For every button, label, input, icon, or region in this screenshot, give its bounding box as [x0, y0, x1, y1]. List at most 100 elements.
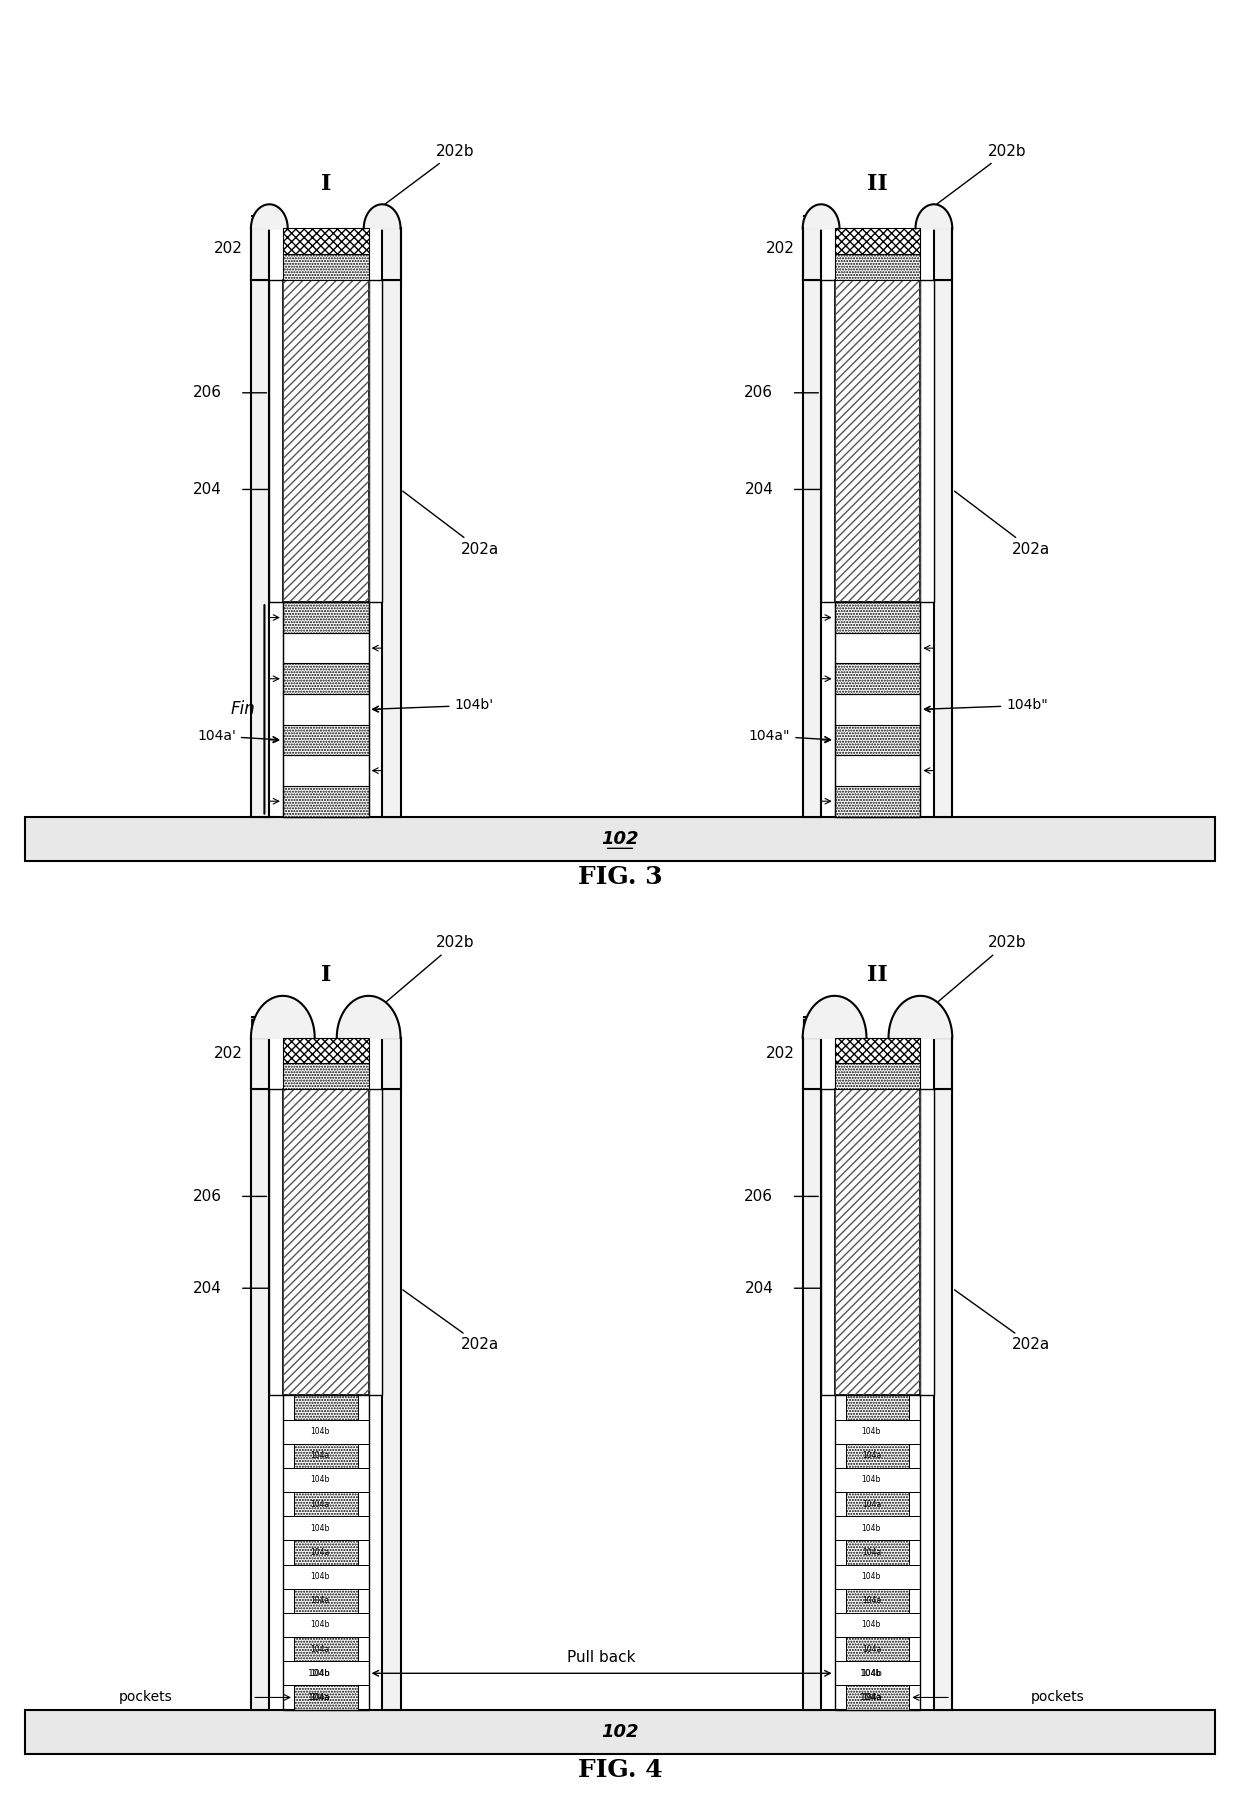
- Bar: [835, 663, 920, 694]
- Text: 104b: 104b: [862, 1524, 882, 1533]
- Bar: [835, 724, 920, 755]
- Bar: [283, 1090, 368, 1395]
- Bar: [294, 1443, 357, 1468]
- Text: pockets: pockets: [1030, 1691, 1085, 1705]
- Bar: [283, 1038, 368, 1063]
- Bar: [835, 785, 920, 816]
- Bar: [283, 1660, 368, 1685]
- Bar: [283, 255, 368, 280]
- Bar: [283, 1468, 368, 1492]
- Text: 104a": 104a": [749, 730, 831, 742]
- Bar: [283, 1565, 368, 1589]
- Text: 206: 206: [744, 1189, 774, 1203]
- Bar: [283, 228, 368, 255]
- Bar: [283, 785, 368, 816]
- Bar: [802, 228, 821, 280]
- Bar: [283, 755, 368, 785]
- Bar: [283, 1565, 368, 1589]
- Bar: [934, 228, 952, 280]
- Text: I: I: [321, 172, 331, 195]
- Text: 104a: 104a: [310, 1596, 330, 1605]
- Text: II: II: [867, 965, 888, 986]
- Bar: [283, 694, 368, 724]
- Bar: [835, 755, 920, 785]
- Bar: [835, 1038, 920, 1063]
- Bar: [920, 280, 934, 602]
- Text: 104a: 104a: [861, 1693, 883, 1702]
- Bar: [283, 1420, 368, 1443]
- Bar: [846, 1443, 909, 1468]
- Bar: [294, 1637, 357, 1660]
- Bar: [846, 1395, 909, 1420]
- Text: 104a: 104a: [310, 1451, 330, 1460]
- Bar: [835, 785, 920, 816]
- Bar: [821, 280, 835, 602]
- Text: 104b": 104b": [925, 697, 1048, 712]
- Bar: [269, 1090, 283, 1395]
- Bar: [835, 255, 920, 280]
- Text: 104a: 104a: [310, 1693, 330, 1702]
- Bar: [835, 1660, 920, 1685]
- Text: 104b: 104b: [310, 1427, 330, 1436]
- Bar: [835, 694, 920, 724]
- Bar: [283, 1517, 368, 1540]
- Bar: [835, 602, 920, 633]
- Text: 202a: 202a: [955, 1289, 1050, 1352]
- Text: 202b: 202b: [371, 936, 475, 1015]
- Bar: [250, 280, 269, 816]
- Bar: [835, 1517, 920, 1540]
- Text: 202: 202: [215, 240, 243, 256]
- Text: 104a: 104a: [310, 1547, 330, 1556]
- Text: 104a: 104a: [309, 1693, 331, 1702]
- Bar: [283, 602, 368, 633]
- Text: 202: 202: [215, 1045, 243, 1060]
- Bar: [283, 1038, 368, 1063]
- Bar: [802, 1038, 821, 1090]
- Text: 104b: 104b: [862, 1621, 882, 1630]
- Bar: [835, 1517, 920, 1540]
- Bar: [835, 1420, 920, 1443]
- Bar: [835, 1090, 920, 1395]
- Text: 202: 202: [766, 1045, 795, 1060]
- Bar: [934, 1038, 952, 1090]
- Bar: [283, 1468, 368, 1492]
- Bar: [835, 1565, 920, 1589]
- Bar: [382, 228, 401, 280]
- Bar: [846, 1492, 909, 1517]
- Bar: [294, 1492, 357, 1517]
- Bar: [283, 1090, 368, 1395]
- Text: 104b': 104b': [373, 697, 494, 712]
- Bar: [283, 280, 368, 602]
- Bar: [835, 280, 920, 602]
- Text: 104a': 104a': [197, 730, 279, 742]
- Bar: [368, 1090, 382, 1395]
- Bar: [846, 1637, 909, 1660]
- Bar: [294, 1589, 357, 1614]
- Bar: [283, 602, 368, 633]
- Bar: [283, 228, 368, 255]
- Text: 104a: 104a: [862, 1499, 880, 1508]
- Bar: [802, 280, 821, 816]
- Text: 104a: 104a: [862, 1451, 880, 1460]
- Text: 104a: 104a: [862, 1644, 880, 1653]
- Bar: [802, 1090, 821, 1709]
- Bar: [835, 724, 920, 755]
- Bar: [835, 1660, 920, 1685]
- Text: 104b: 104b: [859, 1669, 883, 1678]
- Bar: [835, 1090, 920, 1395]
- Bar: [846, 1589, 909, 1614]
- Bar: [248, 816, 403, 861]
- Text: 206: 206: [744, 385, 774, 400]
- Bar: [920, 1090, 934, 1395]
- Bar: [835, 228, 920, 255]
- Bar: [846, 1685, 909, 1709]
- Bar: [835, 633, 920, 663]
- Bar: [283, 1614, 368, 1637]
- Bar: [283, 755, 368, 785]
- Bar: [283, 663, 368, 694]
- Bar: [294, 1395, 357, 1420]
- Text: 104b: 104b: [862, 1572, 882, 1581]
- Text: Fin: Fin: [231, 701, 255, 719]
- Text: 204: 204: [192, 482, 222, 497]
- Bar: [846, 1492, 909, 1517]
